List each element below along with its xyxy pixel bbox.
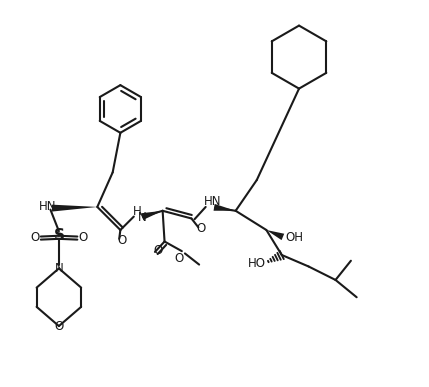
- Text: HN: HN: [39, 200, 56, 214]
- Text: HO: HO: [248, 257, 266, 270]
- Text: O: O: [54, 320, 63, 332]
- Polygon shape: [141, 211, 163, 220]
- Polygon shape: [266, 230, 284, 240]
- Text: H: H: [133, 205, 142, 218]
- Text: N: N: [138, 211, 147, 224]
- Polygon shape: [52, 205, 97, 212]
- Text: O: O: [196, 223, 205, 235]
- Text: O: O: [153, 244, 162, 257]
- Text: O: O: [175, 252, 184, 265]
- Text: OH: OH: [286, 231, 304, 244]
- Text: S: S: [53, 228, 64, 243]
- Text: O: O: [79, 231, 88, 244]
- Text: N: N: [54, 262, 63, 275]
- Polygon shape: [214, 204, 236, 211]
- Text: HN: HN: [204, 195, 221, 209]
- Text: O: O: [30, 231, 40, 244]
- Text: O: O: [117, 234, 126, 247]
